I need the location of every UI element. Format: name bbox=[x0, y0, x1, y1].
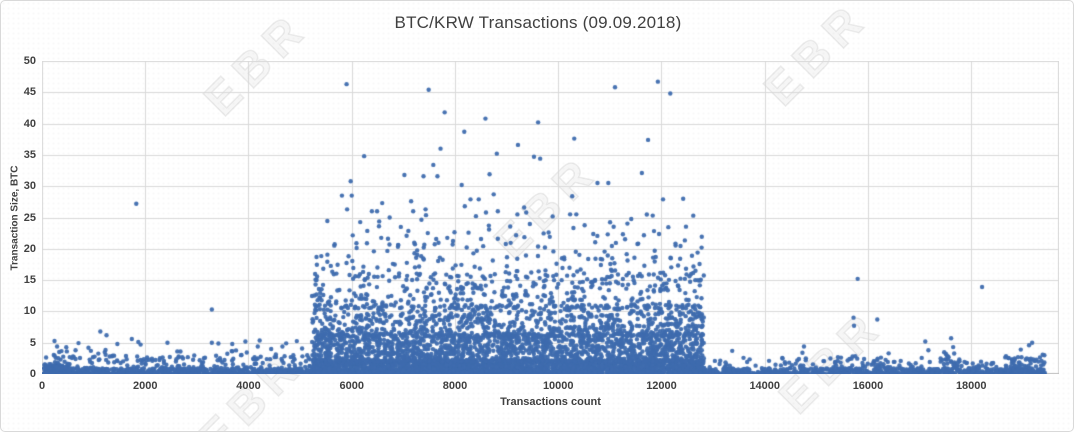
y-tick-label: 10 bbox=[23, 305, 36, 318]
x-tick-label: 18000 bbox=[955, 380, 987, 392]
y-tick-label: 45 bbox=[23, 86, 36, 99]
y-tick-label: 35 bbox=[23, 148, 36, 161]
y-tick-label: 20 bbox=[23, 242, 36, 255]
scatter-plot-canvas bbox=[42, 61, 1059, 374]
x-tick-label: 16000 bbox=[852, 380, 884, 392]
x-tick-label: 6000 bbox=[339, 380, 364, 392]
x-tick-label: 0 bbox=[38, 380, 46, 392]
x-axis-title: Transactions count bbox=[500, 396, 601, 408]
y-tick-label: 30 bbox=[23, 180, 36, 193]
y-tick-label: 15 bbox=[23, 274, 36, 287]
y-tick-label: 0 bbox=[29, 368, 36, 380]
y-tick-label: 50 bbox=[23, 55, 36, 67]
y-tick-label: 25 bbox=[23, 211, 36, 224]
x-tick-label: 8000 bbox=[442, 380, 468, 392]
x-tick-label: 14000 bbox=[749, 380, 781, 392]
y-tick-label: 40 bbox=[23, 117, 36, 130]
chart-title: BTC/KRW Transactions (09.09.2018) bbox=[394, 13, 682, 32]
y-tick-label: 5 bbox=[29, 336, 36, 349]
x-tick-label: 2000 bbox=[132, 380, 158, 392]
x-tick-label: 12000 bbox=[646, 380, 677, 392]
x-tick-label: 10000 bbox=[542, 380, 574, 392]
x-tick-label: 4000 bbox=[236, 380, 261, 392]
